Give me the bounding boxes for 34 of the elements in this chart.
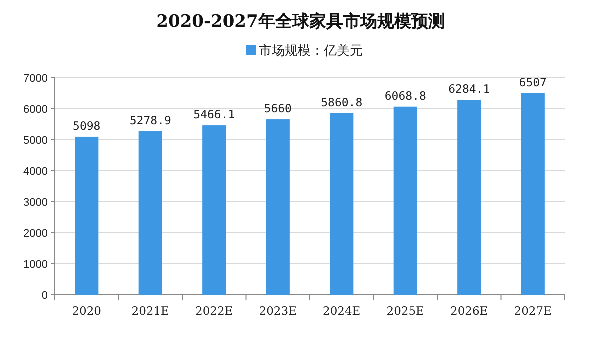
data-label: 5278.9 bbox=[130, 113, 172, 128]
data-label: 6068.8 bbox=[384, 88, 426, 103]
x-tick-label: 2022E bbox=[196, 304, 234, 318]
bar bbox=[266, 120, 290, 295]
bar bbox=[330, 113, 354, 295]
data-label: 6507 bbox=[519, 75, 548, 90]
data-label: 5860.8 bbox=[321, 95, 363, 110]
x-tick-label: 2021E bbox=[132, 304, 170, 318]
y-tick-label: 6000 bbox=[24, 104, 48, 116]
x-tick-label: 2025E bbox=[386, 304, 424, 318]
bar bbox=[394, 106, 418, 295]
y-tick-label: 1000 bbox=[24, 259, 48, 271]
x-tick-label: 2023E bbox=[259, 304, 297, 318]
y-tick-label: 3000 bbox=[24, 197, 48, 209]
x-tick-label: 2020 bbox=[72, 304, 102, 318]
y-tick-label: 7000 bbox=[24, 73, 48, 85]
y-tick-label: 2000 bbox=[24, 228, 48, 240]
y-tick-label: 5000 bbox=[24, 135, 48, 147]
chart-title: 2020-2027年全球家具市场规模预测 bbox=[156, 12, 446, 32]
x-tick-label: 2026E bbox=[450, 304, 488, 318]
data-label: 5466.1 bbox=[194, 108, 236, 122]
y-tick-label: 0 bbox=[42, 290, 48, 302]
x-tick-label: 2027E bbox=[514, 304, 552, 318]
bar bbox=[138, 131, 162, 295]
bar bbox=[458, 100, 482, 295]
data-label: 5660 bbox=[264, 102, 292, 116]
bar bbox=[521, 93, 545, 295]
x-tick-label: 2024E bbox=[323, 304, 361, 318]
bar bbox=[202, 126, 226, 295]
data-label: 6284.1 bbox=[448, 82, 490, 96]
y-tick-label: 4000 bbox=[24, 166, 48, 178]
bar bbox=[75, 136, 99, 295]
data-label: 5098 bbox=[73, 118, 101, 133]
legend-label: 市场规模：亿美元 bbox=[259, 43, 363, 58]
